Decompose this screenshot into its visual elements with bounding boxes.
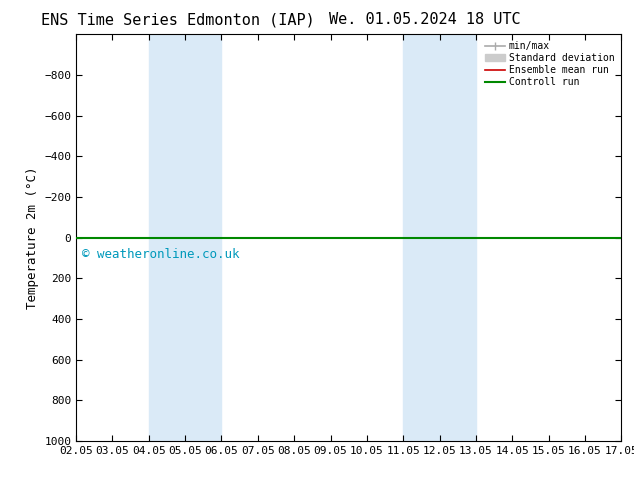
Y-axis label: Temperature 2m (°C): Temperature 2m (°C) [25, 167, 39, 309]
Bar [403, 34, 476, 441]
Legend: min/max, Standard deviation, Ensemble mean run, Controll run: min/max, Standard deviation, Ensemble me… [484, 39, 616, 89]
Bar [149, 34, 221, 441]
Text: We. 01.05.2024 18 UTC: We. 01.05.2024 18 UTC [329, 12, 521, 27]
Text: © weatheronline.co.uk: © weatheronline.co.uk [82, 248, 239, 261]
Text: ENS Time Series Edmonton (IAP): ENS Time Series Edmonton (IAP) [41, 12, 314, 27]
